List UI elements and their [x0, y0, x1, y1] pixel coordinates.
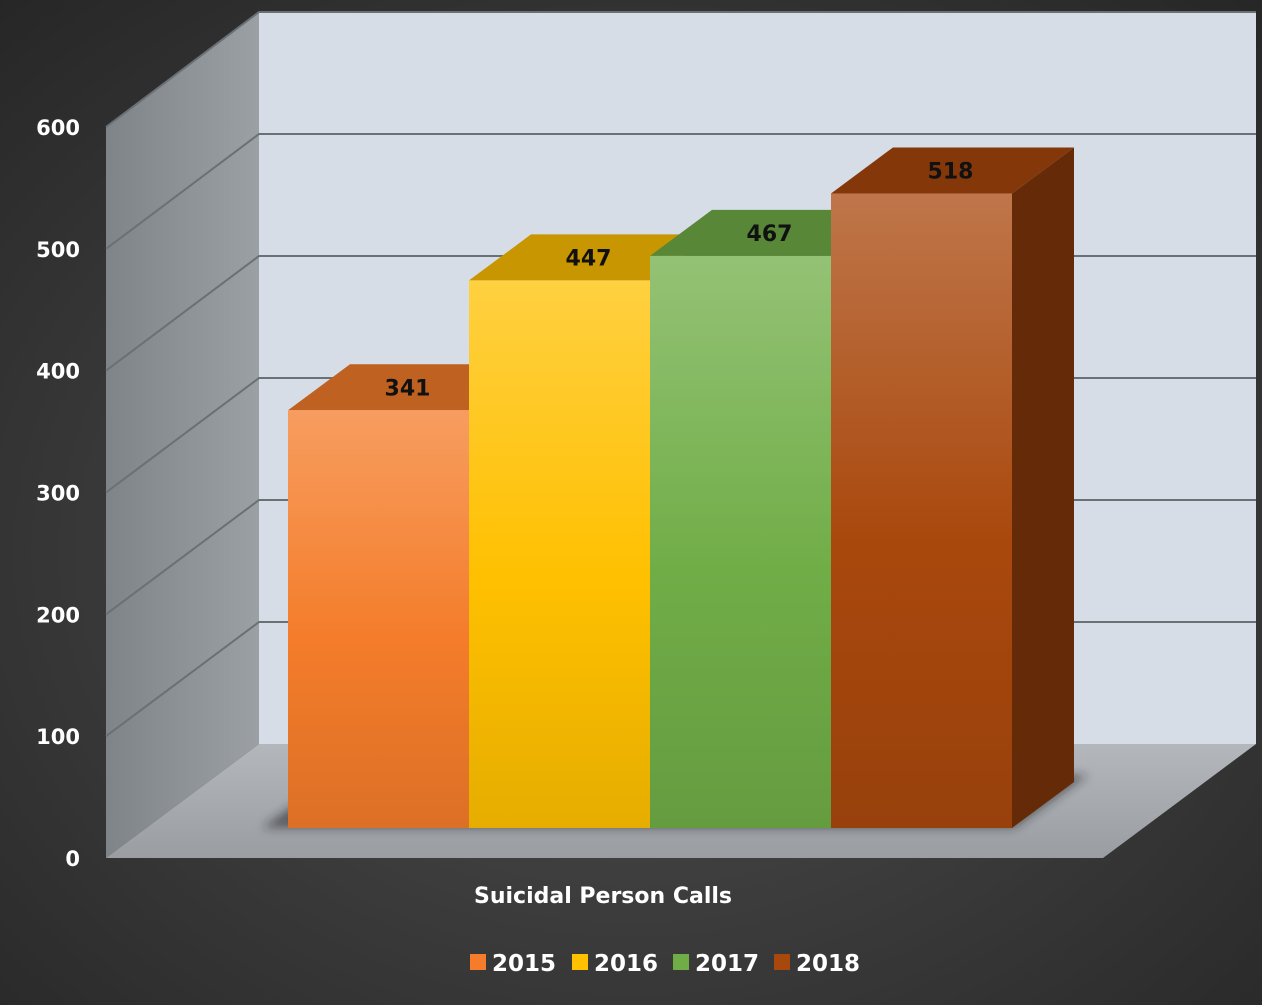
bar-value-label-2016: 447 [566, 246, 612, 271]
bar-front-face [469, 280, 650, 828]
bar-2016 [469, 234, 712, 828]
legend-swatch [673, 954, 689, 970]
legend-label: 2016 [594, 951, 658, 977]
legend-label: 2017 [695, 951, 759, 977]
bar-2018 [831, 147, 1074, 828]
legend-swatch [774, 954, 790, 970]
bar-value-label-2015: 341 [385, 376, 431, 401]
legend-item-2018: 2018 [774, 951, 860, 977]
y-tick-label: 500 [36, 238, 80, 262]
bars [288, 147, 1074, 829]
legend-item-2017: 2017 [673, 951, 759, 977]
bar-2015 [288, 364, 531, 828]
y-axis-tick-labels: 0 100 200 300 400 500 600 [36, 116, 80, 871]
bar-front-face [288, 410, 469, 828]
y-tick-label: 200 [36, 603, 80, 627]
legend-swatch [572, 954, 588, 970]
legend-label: 2018 [796, 951, 860, 977]
gridline [105, 133, 1256, 250]
legend: 2015 2016 2017 2018 [470, 951, 860, 977]
y-tick-label: 300 [36, 482, 80, 506]
bar-front-face [831, 193, 1012, 828]
y-tick-label: 600 [36, 116, 80, 140]
bar-top-face [831, 147, 1074, 194]
bar-value-labels: 341 447 467 518 [385, 159, 974, 401]
gridline [105, 11, 1256, 128]
legend-label: 2015 [492, 951, 556, 977]
y-tick-label: 0 [65, 847, 80, 871]
bar-value-label-2017: 467 [747, 222, 793, 247]
legend-swatch [470, 954, 486, 970]
x-axis-category-label: Suicidal Person Calls [474, 884, 732, 909]
legend-item-2015: 2015 [470, 951, 556, 977]
bar-value-label-2018: 518 [928, 159, 974, 184]
y-tick-label: 100 [36, 725, 80, 749]
y-tick-label: 400 [36, 360, 80, 384]
bar-front-face [650, 255, 831, 829]
bar-side-face [1012, 147, 1074, 828]
legend-item-2016: 2016 [572, 951, 658, 977]
